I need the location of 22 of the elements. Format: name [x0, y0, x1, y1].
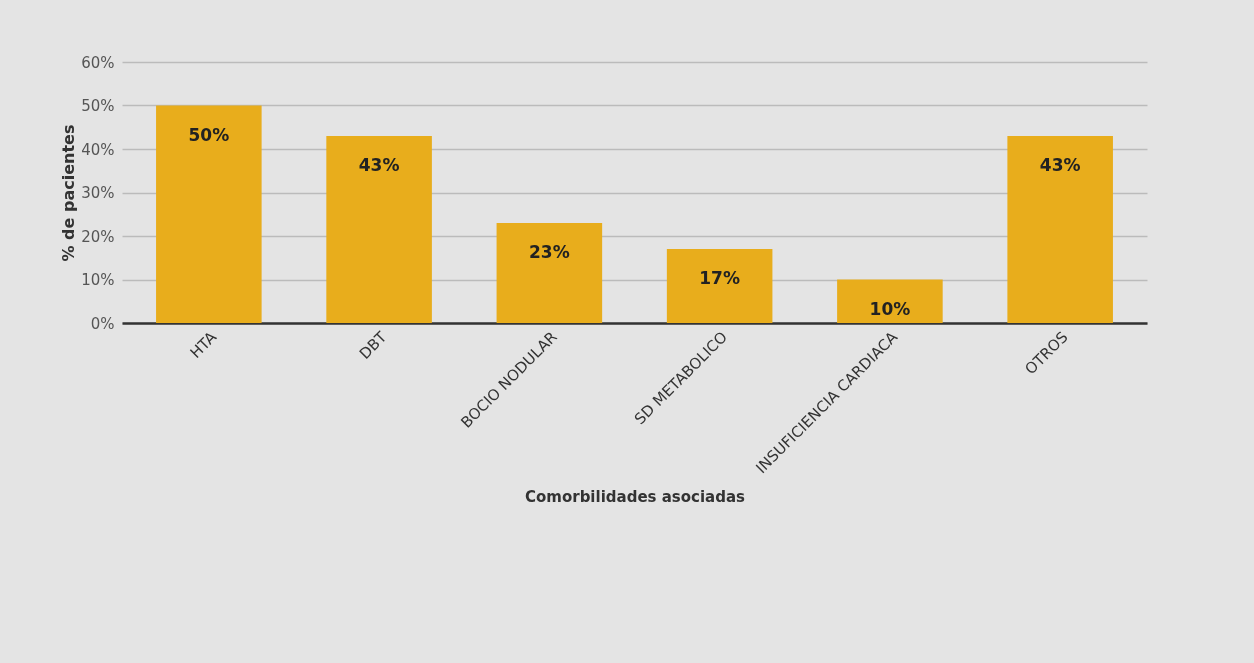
bar — [837, 279, 943, 323]
y-tick-label: 40% — [81, 140, 115, 159]
y-tick-label: 30% — [81, 184, 115, 202]
bar — [156, 105, 262, 323]
bar — [666, 249, 773, 323]
bar — [326, 135, 432, 323]
y-axis-title: % de pacientes — [59, 124, 79, 262]
x-axis-title: Comorbilidades asociadas — [524, 488, 746, 507]
y-tick-label: 10% — [81, 271, 115, 289]
y-tick-label: 50% — [81, 97, 115, 115]
data-label: 43% — [358, 154, 400, 175]
x-tick-label: HTA — [186, 327, 221, 362]
data-label: 43% — [1039, 154, 1081, 175]
bar — [496, 222, 603, 323]
data-label: 17% — [699, 268, 740, 289]
data-label: 50% — [188, 124, 230, 145]
y-tick-label: 0% — [90, 314, 115, 333]
y-tick-label: 60% — [81, 53, 115, 72]
bar — [1007, 135, 1113, 323]
y-tick-label: 20% — [81, 227, 115, 246]
data-label: 23% — [529, 241, 570, 262]
data-label: 10% — [869, 298, 911, 319]
